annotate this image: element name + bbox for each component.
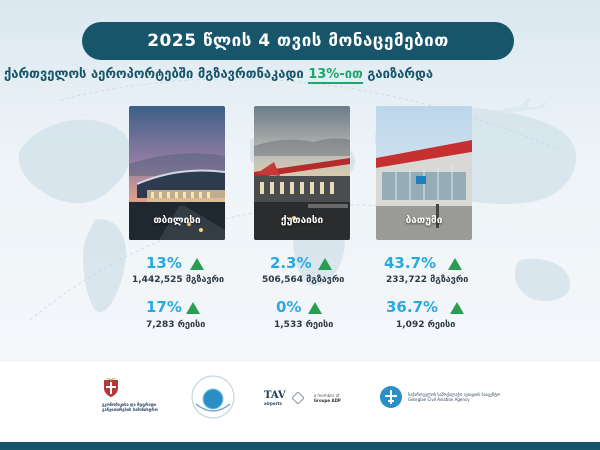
passenger-growth-tbilisi: 13%	[146, 254, 182, 272]
up-arrow-icon	[450, 302, 464, 314]
adp-line2: Groupe ADP	[313, 398, 341, 403]
flights-tbilisi: 7,283 რეისი	[146, 320, 205, 330]
subtitle-mid: მგზავრთნაკადი	[197, 67, 304, 82]
airport-photo-kutaisi: ქუთაისი	[254, 106, 350, 240]
subtitle: ქართველოს აეროპორტებში მგზავრთნაკადი 13%…	[0, 64, 600, 86]
coat-of-arms-icon	[104, 377, 118, 397]
passengers-unit: მგზავრი	[306, 275, 345, 285]
subtitle-lead: ქართველოს აეროპორტებში	[4, 67, 194, 82]
tav-sub: airports	[264, 401, 282, 406]
passengers-kutaisi: 506,564 მგზავრი	[262, 275, 344, 285]
subtitle-highlight: 13%-ით	[308, 67, 363, 84]
page-title: 2025 წლის 4 თვის მონაცემებით	[82, 22, 514, 60]
tav-logo: TAV airports a member of Groupe ADP	[264, 390, 341, 406]
flights-unit: რეისი	[177, 320, 206, 330]
plane-cross-icon	[380, 386, 402, 408]
flights-count: 1,533	[274, 320, 303, 330]
passenger-growth-batumi: 43.7%	[384, 254, 437, 272]
passengers-unit: მგზავრი	[430, 275, 469, 285]
passengers-tbilisi: 1,442,525 მგზავრი	[132, 275, 224, 285]
flights-batumi: 1,092 რეისი	[396, 320, 455, 330]
up-arrow-icon	[190, 258, 204, 270]
airport-name-batumi: ბათუმი	[405, 215, 443, 226]
flights-unit: რეისი	[427, 320, 456, 330]
airport-name-tbilisi: თბილისი	[153, 215, 201, 226]
up-arrow-icon	[186, 302, 200, 314]
emblem-logo	[190, 374, 236, 424]
up-arrow-icon	[318, 258, 332, 270]
footer-bar	[0, 442, 600, 450]
flights-kutaisi: 1,533 რეისი	[274, 320, 333, 330]
gcaa-ka: საქართველოს სამოქალაქო ავიაციის სააგენტო	[408, 392, 500, 397]
passenger-growth-kutaisi: 2.3%	[270, 254, 312, 272]
airport-photo-batumi: ბათუმი	[376, 106, 472, 240]
ministry-text: ეკონომიკისა და მდგრადი განვითარების სამი…	[102, 402, 158, 412]
footer: ეკონომიკისა და მდგრადი განვითარების სამი…	[0, 362, 600, 442]
circle-emblem-icon	[191, 375, 235, 419]
up-arrow-icon	[308, 302, 322, 314]
gcaa-en: Georgian Civil Aviation Agency	[408, 397, 470, 402]
passengers-unit: მგზავრი	[185, 275, 225, 285]
gcaa-logo: საქართველოს სამოქალაქო ავიაციის სააგენტო…	[380, 386, 530, 408]
airport-name-kutaisi: ქუთაისი	[280, 215, 324, 226]
airport-photo-tbilisi: თბილისი	[129, 106, 225, 240]
adp-line1: a member of	[313, 393, 340, 398]
flight-growth-batumi: 36.7%	[386, 298, 439, 316]
passengers-count: 233,722	[386, 275, 427, 285]
passengers-count: 1,442,525	[132, 275, 183, 285]
flight-growth-kutaisi: 0%	[276, 298, 302, 316]
flights-count: 1,092	[396, 320, 425, 330]
up-arrow-icon	[448, 258, 462, 270]
subtitle-tail: გაიზარდა	[367, 67, 434, 82]
tav-logo-icon: TAV	[264, 390, 286, 401]
flights-unit: რეისი	[305, 320, 334, 330]
flight-growth-tbilisi: 17%	[146, 298, 182, 316]
flights-count: 7,283	[146, 320, 175, 330]
adp-diamond-icon	[291, 392, 304, 404]
passengers-batumi: 233,722 მგზავრი	[386, 275, 468, 285]
passengers-count: 506,564	[262, 275, 303, 285]
ministry-logo: ეკონომიკისა და მდგრადი განვითარების სამი…	[102, 377, 166, 412]
